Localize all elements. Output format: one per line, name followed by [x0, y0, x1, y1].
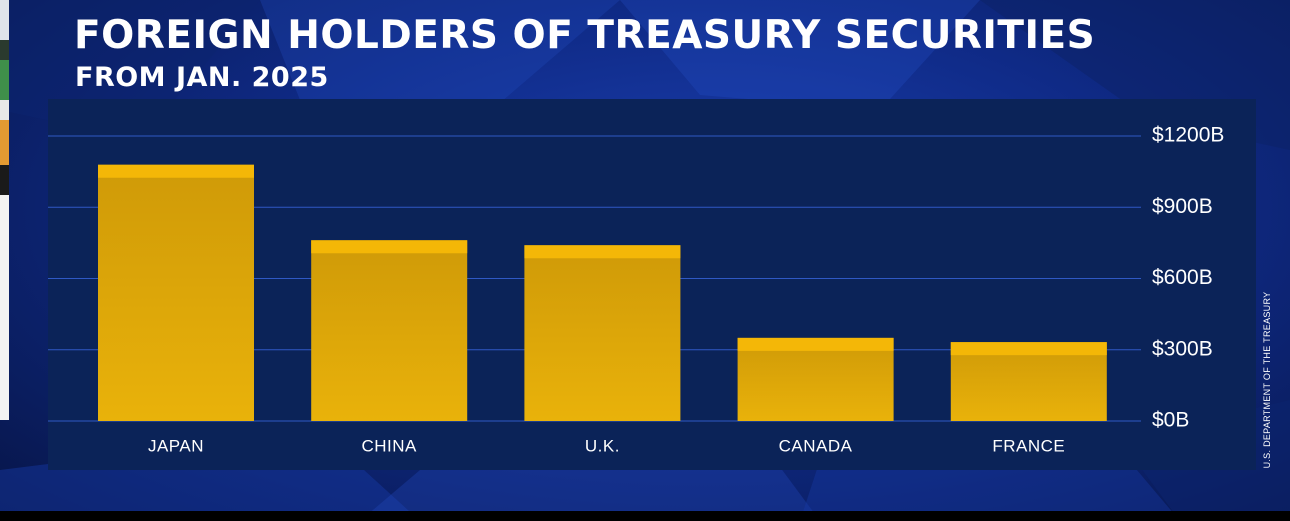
bar-body [98, 164, 254, 422]
bar-cap [311, 240, 468, 254]
chart-title: FOREIGN HOLDERS OF TREASURY SECURITIES [74, 13, 1096, 58]
bar [524, 245, 681, 421]
x-axis-labels: JAPAN CHINA U.K. CANADA FRANCE [148, 436, 1065, 455]
chart-subtitle: FROM JAN. 2025 [75, 62, 329, 93]
bar [737, 337, 894, 421]
x-tick-label: U.K. [585, 436, 620, 455]
bar-cap [950, 342, 1107, 356]
bar-body [950, 342, 1107, 421]
y-tick-label: $300B [1152, 337, 1213, 360]
bar-cap [524, 245, 681, 259]
bar-cap [737, 337, 894, 351]
y-axis-labels: $0B $300B $600B $900B $1200B [1152, 124, 1224, 432]
y-tick-label: $600B [1152, 266, 1213, 289]
bottom-bar [0, 511, 1290, 521]
bar [950, 342, 1107, 421]
bar-cap [98, 164, 254, 178]
y-tick-label: $900B [1152, 195, 1213, 218]
bar-body [311, 240, 468, 421]
left-edge-strip [0, 0, 9, 420]
x-tick-label: JAPAN [148, 436, 204, 455]
x-tick-label: CANADA [779, 436, 853, 455]
y-tick-label: $0B [1152, 409, 1189, 432]
bar [311, 240, 468, 421]
source-text: U.S. DEPARTMENT OF THE TREASURY [1262, 291, 1272, 469]
bar-body [524, 245, 681, 421]
y-tick-label: $1200B [1152, 124, 1224, 147]
bars [98, 164, 1107, 422]
bar-body [737, 337, 894, 421]
bar [98, 164, 254, 422]
x-tick-label: CHINA [361, 436, 417, 455]
x-tick-label: FRANCE [992, 436, 1065, 455]
